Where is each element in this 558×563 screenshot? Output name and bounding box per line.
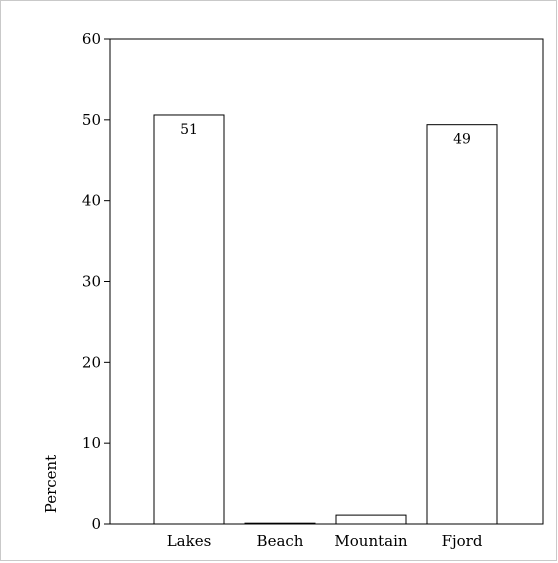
bar-value-label: 51 <box>180 122 198 138</box>
x-tick-label: Mountain <box>334 532 407 550</box>
bar-fjord <box>426 124 498 525</box>
bar-value-label: 49 <box>453 132 471 148</box>
y-tick-label: 0 <box>91 515 101 533</box>
bars: 51 49 <box>153 114 498 525</box>
x-axis: Lakes Beach Mountain Fjord <box>167 532 483 550</box>
y-tick-label: 20 <box>82 353 101 371</box>
bar-lakes <box>153 114 225 525</box>
x-tick-label: Fjord <box>442 532 483 550</box>
y-tick-label: 10 <box>82 434 101 452</box>
x-tick-label: Lakes <box>167 532 212 550</box>
y-tick-label: 40 <box>82 192 101 210</box>
y-axis: 0 10 20 30 40 50 60 <box>82 30 110 533</box>
x-tick-label: Beach <box>257 532 304 550</box>
bar-beach <box>244 522 316 525</box>
bar-mountain <box>335 514 407 525</box>
y-tick-label: 30 <box>82 273 101 291</box>
y-tick-label: 50 <box>82 111 101 129</box>
y-tick-label: 60 <box>82 30 101 48</box>
y-axis-title: Percent <box>42 455 60 513</box>
